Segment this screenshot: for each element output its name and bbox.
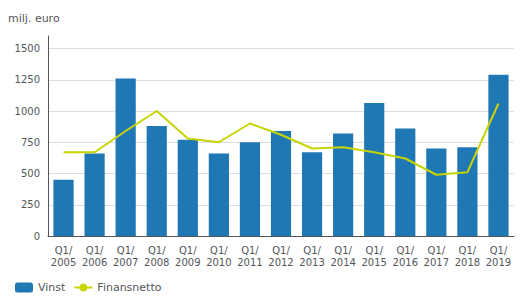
svg-text:500: 500: [21, 168, 40, 179]
svg-text:2019: 2019: [486, 257, 511, 268]
svg-text:2017: 2017: [424, 257, 449, 268]
svg-text:2016: 2016: [393, 257, 418, 268]
svg-text:Q1/: Q1/: [272, 245, 290, 256]
svg-text:250: 250: [21, 199, 40, 210]
svg-text:Q1/: Q1/: [55, 245, 73, 256]
svg-text:0: 0: [34, 231, 40, 242]
svg-text:Q1/: Q1/: [365, 245, 383, 256]
svg-text:2018: 2018: [455, 257, 480, 268]
svg-text:Vinst: Vinst: [38, 281, 66, 294]
svg-text:2005: 2005: [51, 257, 76, 268]
svg-text:2013: 2013: [299, 257, 324, 268]
svg-text:Q1/: Q1/: [210, 245, 228, 256]
svg-text:1250: 1250: [15, 74, 40, 85]
svg-text:Q1/: Q1/: [459, 245, 477, 256]
svg-text:Q1/: Q1/: [490, 245, 508, 256]
svg-text:1000: 1000: [15, 106, 40, 117]
svg-text:2012: 2012: [268, 257, 293, 268]
svg-text:2007: 2007: [113, 257, 138, 268]
svg-text:Finansnetto: Finansnetto: [97, 281, 161, 294]
svg-text:750: 750: [21, 137, 40, 148]
svg-text:2011: 2011: [237, 257, 262, 268]
svg-text:Q1/: Q1/: [179, 245, 197, 256]
svg-text:Q1/: Q1/: [428, 245, 446, 256]
svg-text:2014: 2014: [330, 257, 355, 268]
svg-text:1500: 1500: [15, 43, 40, 54]
svg-text:2010: 2010: [206, 257, 231, 268]
svg-text:Q1/: Q1/: [241, 245, 259, 256]
svg-text:Q1/: Q1/: [303, 245, 321, 256]
svg-text:2008: 2008: [144, 257, 169, 268]
svg-text:milj. euro: milj. euro: [8, 12, 60, 25]
svg-text:2009: 2009: [175, 257, 200, 268]
svg-text:Q1/: Q1/: [396, 245, 414, 256]
svg-text:Q1/: Q1/: [334, 245, 352, 256]
svg-text:Q1/: Q1/: [117, 245, 135, 256]
svg-text:2015: 2015: [361, 257, 386, 268]
svg-text:2006: 2006: [82, 257, 107, 268]
svg-text:Q1/: Q1/: [148, 245, 166, 256]
svg-text:Q1/: Q1/: [86, 245, 104, 256]
